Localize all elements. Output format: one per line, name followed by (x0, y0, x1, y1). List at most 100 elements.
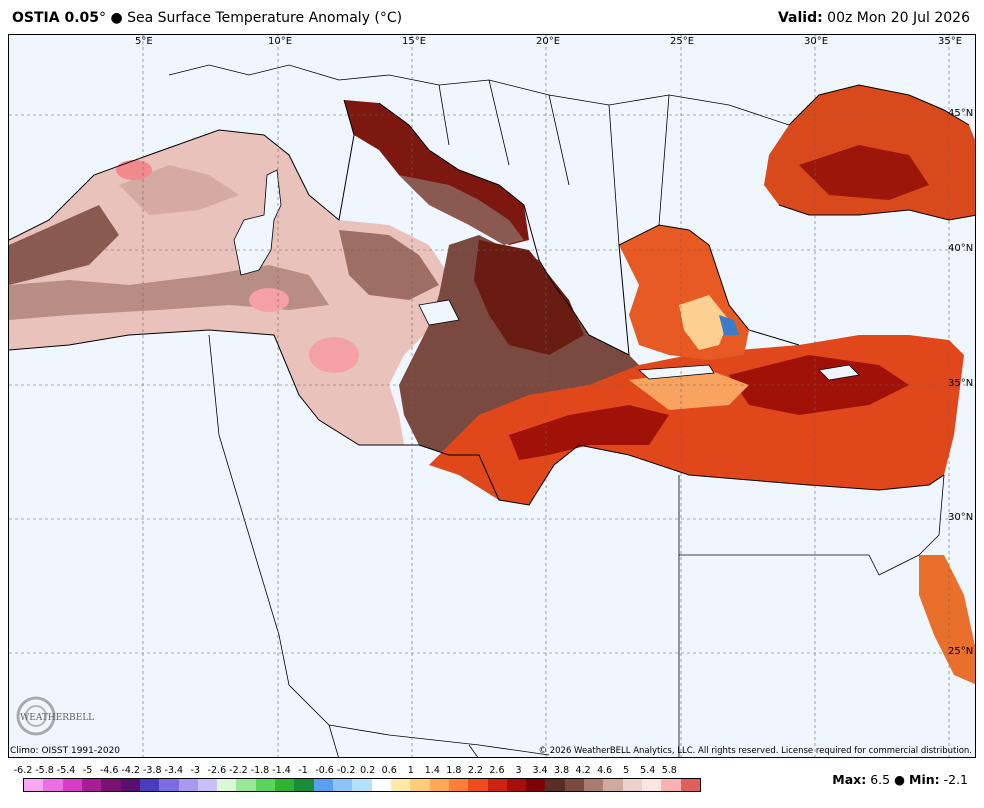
valid-time-value: 00z Mon 20 Jul 2026 (827, 10, 970, 26)
black-sea-coastline (778, 84, 975, 221)
header: OSTIA 0.05° ● Sea Surface Temperature An… (0, 0, 984, 34)
legend-swatch (275, 779, 295, 791)
western-med-shade-2 (9, 265, 329, 320)
red-sea (919, 555, 975, 685)
color-legend-bar (23, 778, 701, 792)
map-svg (9, 35, 975, 757)
warm-patch-tyrrhenian (309, 337, 359, 373)
legend-swatch (139, 779, 160, 791)
legend-tick-label: 1 (407, 765, 414, 776)
legend-tick-label: -0.2 (336, 765, 356, 776)
legend-tick-label: 3.4 (532, 765, 548, 776)
legend-tick-label: -4.2 (121, 765, 140, 776)
western-med-shade-3 (339, 230, 439, 300)
max-min-separator: ● (894, 772, 906, 787)
legend-tick-label: -3.4 (164, 765, 184, 776)
europe-coastline-west (9, 99, 355, 241)
legend-tick-label: -1 (298, 765, 308, 776)
crete (638, 364, 715, 380)
lon-label-5e: 5°E (135, 36, 153, 47)
legend-swatch (333, 779, 353, 791)
legend-tick-label: -5.4 (56, 765, 76, 776)
legend-tick-label: 4.6 (597, 765, 613, 776)
legend-swatch (468, 779, 488, 791)
max-label: Max: (832, 772, 867, 787)
min-value: -2.1 (943, 772, 968, 787)
levant-dark-patch-1 (509, 405, 669, 460)
legend-swatch (506, 779, 527, 791)
western-med-shade-1 (9, 205, 119, 285)
adriatic-south-shade (399, 175, 524, 245)
legend-swatch (661, 779, 681, 791)
legend-swatch (159, 779, 179, 791)
legend-tick-label: -1.4 (272, 765, 291, 776)
ionian-dark-patch (474, 240, 584, 355)
legend-swatch (294, 779, 314, 791)
legend-tick-label: 5 (623, 765, 630, 776)
min-label: Min: (909, 772, 940, 787)
legend-tick-label: 2.6 (489, 765, 505, 776)
legend-swatch (255, 779, 276, 791)
valid-label: Valid: (777, 10, 823, 26)
valid-time: Valid: 00z Mon 20 Jul 2026 (778, 10, 970, 26)
legend-swatch (448, 779, 469, 791)
lon-label-15e: 15°E (402, 36, 427, 47)
legend-swatch (487, 779, 507, 791)
map-title: OSTIA 0.05° ● Sea Surface Temperature An… (12, 10, 402, 26)
graticule (9, 35, 975, 757)
legend-swatch (526, 779, 546, 791)
legend-swatch (352, 779, 372, 791)
legend-swatch (217, 779, 237, 791)
legend-swatch (390, 779, 411, 791)
climo-note: Climo: OISST 1991-2020 (10, 746, 121, 756)
lat-label-25n: 25°N (948, 646, 974, 657)
sicily (418, 299, 460, 326)
legend-tick-label: -5 (82, 765, 93, 776)
legend-swatch (622, 779, 642, 791)
copyright-note: © 2026 WeatherBELL Analytics, LLC. All r… (538, 746, 972, 756)
lon-label-35e: 35°E (938, 36, 963, 47)
legend-tick-label: -2.2 (229, 765, 248, 776)
warm-patch-gulf-lion (116, 160, 152, 180)
lat-label-40n: 40°N (948, 243, 974, 254)
legend-swatch (680, 779, 700, 791)
legend-tick-label: 1.4 (424, 765, 440, 776)
sardinia-corsica (233, 169, 282, 276)
lat-label-35n: 35°N (948, 378, 974, 389)
legend-tick-label: 3.8 (554, 765, 570, 776)
degree-symbol: ° (99, 10, 106, 26)
lat-label-45n: 45°N (948, 108, 974, 119)
legend-swatch (371, 779, 391, 791)
legend-tick-label: -3 (190, 765, 201, 776)
svg-text:WEATHERBELL: WEATHERBELL (20, 713, 94, 723)
legend-swatch (429, 779, 449, 791)
country-borders (168, 64, 945, 757)
map-canvas[interactable]: 5°E 10°E 15°E 20°E 25°E 30°E 35°E 45°N 4… (8, 34, 976, 758)
legend-swatch (642, 779, 662, 791)
legend-swatch (43, 779, 63, 791)
variable-name: Sea Surface Temperature Anomaly (°C) (127, 10, 403, 26)
legend-tick-label: -6.2 (13, 765, 33, 776)
legend-swatch (545, 779, 565, 791)
legend-swatch (236, 779, 256, 791)
logo-swirl-icon: WEATHERBELL (16, 696, 94, 736)
legend-swatch (564, 779, 585, 791)
weatherbell-logo: WEATHERBELL (14, 694, 106, 738)
lon-label-10e: 10°E (268, 36, 293, 47)
lon-label-25e: 25°E (670, 36, 695, 47)
legend-tick-label: -1.8 (250, 765, 270, 776)
legend-swatch (197, 779, 218, 791)
legend-swatch (62, 779, 82, 791)
legend-swatch (81, 779, 102, 791)
legend-tick-label: 3 (515, 765, 522, 776)
europe-coastline-east (378, 102, 800, 356)
legend-swatch (603, 779, 623, 791)
max-value: 6.5 (870, 772, 891, 787)
lat-label-30n: 30°N (948, 512, 974, 523)
western-med-shade-4 (119, 165, 239, 215)
legend-tick-label: 5.4 (640, 765, 656, 776)
lon-label-30e: 30°E (804, 36, 829, 47)
legend-swatch (101, 779, 121, 791)
legend-tick-label: 0.6 (381, 765, 397, 776)
legend-tick-label: -2.6 (207, 765, 227, 776)
